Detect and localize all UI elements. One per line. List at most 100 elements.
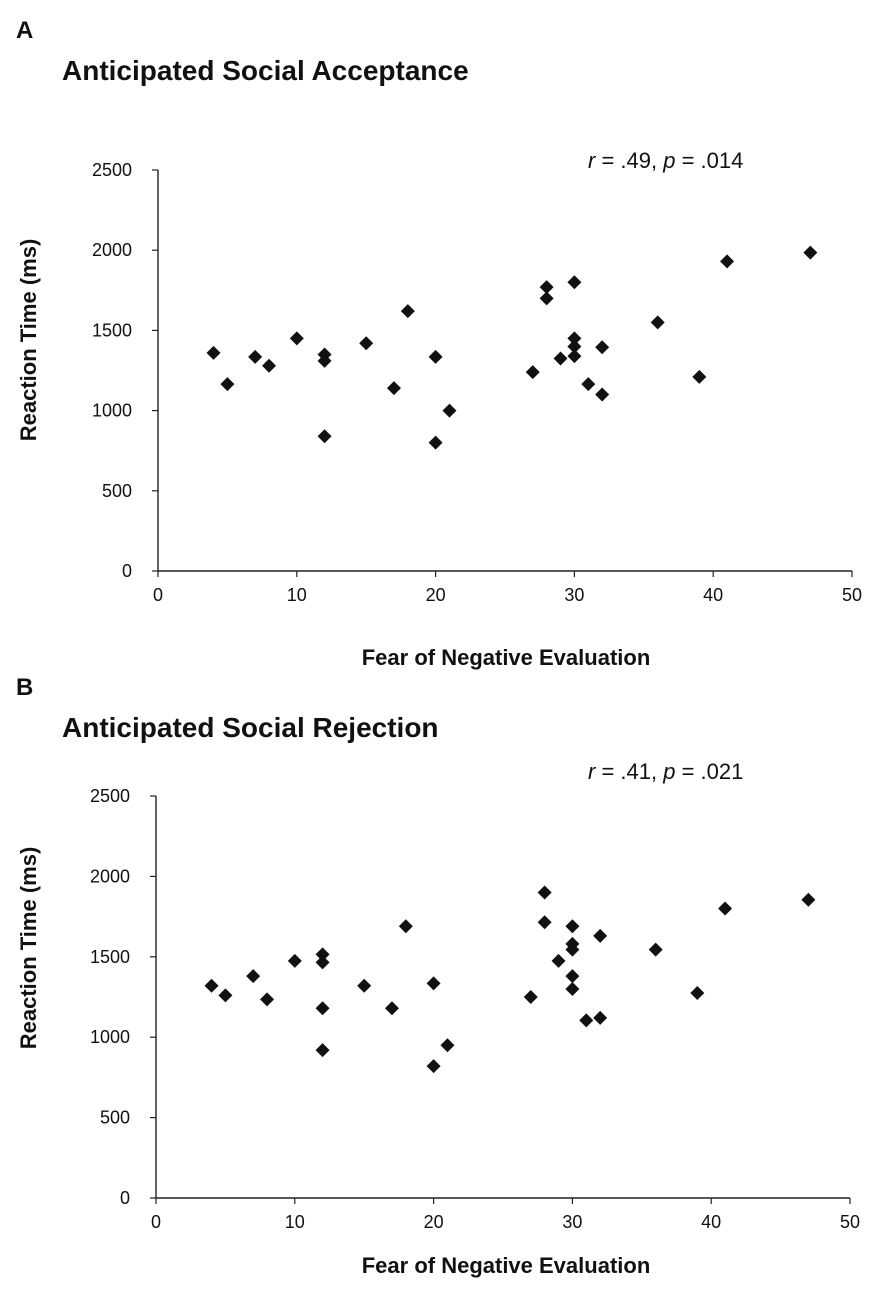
data-point-b [690, 985, 705, 1000]
y-tick-label-a: 2000 [92, 240, 132, 260]
data-point-a [359, 336, 374, 351]
data-point-b [565, 919, 580, 934]
data-point-a [692, 369, 707, 384]
y-tick-label-b: 2000 [90, 866, 130, 886]
data-point-b [315, 1001, 330, 1016]
p-value-a: = .014 [675, 148, 743, 173]
x-axis-label-a: Fear of Negative Evaluation [362, 645, 651, 670]
data-point-a [581, 377, 596, 392]
x-tick-label-a: 20 [426, 585, 446, 605]
data-point-a [248, 349, 263, 364]
panel-letter-b: B [16, 674, 33, 701]
y-tick-label-a: 2500 [92, 160, 132, 180]
data-point-a [720, 254, 735, 269]
data-point-b [357, 978, 372, 993]
correlation-annotation-b: r = .41, p = .021 [588, 759, 743, 784]
data-point-a [220, 377, 235, 392]
data-point-b [801, 892, 816, 907]
data-point-b [440, 1038, 455, 1053]
data-point-a [428, 349, 443, 364]
y-tick-label-a: 1000 [92, 401, 132, 421]
y-tick-label-b: 1000 [90, 1027, 130, 1047]
data-point-a [539, 280, 554, 295]
correlation-annotation-a: r = .49, p = .014 [588, 148, 743, 173]
data-point-a [553, 351, 568, 366]
p-value-b: = .021 [675, 759, 743, 784]
data-point-a [428, 435, 443, 450]
data-point-b [565, 981, 580, 996]
y-axis-label-a: Reaction Time (ms) [16, 239, 41, 442]
data-point-b [384, 1001, 399, 1016]
chart-title-b: Anticipated Social Rejection [62, 712, 439, 743]
y-tick-label-a: 0 [122, 561, 132, 581]
x-tick-label-b: 10 [285, 1212, 305, 1232]
data-point-a [567, 339, 582, 354]
data-point-a [803, 245, 818, 260]
plot-area-b: 0 500 1000 1500 2000 2500 0 10 20 30 40 50 [90, 786, 860, 1232]
data-point-b [426, 976, 441, 991]
data-point-b [426, 1059, 441, 1074]
r-value-b: = .41, [595, 759, 663, 784]
data-point-a [567, 349, 582, 364]
plot-area-a: 0 500 1000 1500 2000 2500 0 10 20 30 40 50 [92, 160, 862, 605]
data-point-b [565, 969, 580, 984]
y-tick-label-b: 2500 [90, 786, 130, 806]
panel-a: A Anticipated Social Acceptance r = .49,… [16, 17, 862, 670]
x-tick-label-a: 30 [564, 585, 584, 605]
panel-letter-a: A [16, 17, 33, 44]
data-point-a [386, 381, 401, 396]
data-point-b [523, 990, 538, 1004]
x-tick-label-b: 30 [562, 1212, 582, 1232]
data-point-a [262, 358, 277, 373]
p-symbol-b: p [662, 759, 675, 784]
data-point-b [648, 942, 663, 957]
data-point-a [206, 345, 221, 360]
y-tick-label-a: 500 [102, 481, 132, 501]
x-tick-label-b: 50 [840, 1212, 860, 1232]
x-tick-label-b: 20 [424, 1212, 444, 1232]
data-point-a [400, 304, 415, 319]
r-value-a: = .49, [595, 148, 663, 173]
data-point-a [442, 403, 457, 418]
data-point-a [567, 331, 582, 346]
data-point-a [595, 340, 610, 355]
data-point-a [650, 315, 665, 330]
r-symbol-b: r [588, 759, 597, 784]
data-point-a [317, 353, 332, 368]
y-tick-label-b: 1500 [90, 947, 130, 967]
y-tick-label-b: 0 [120, 1188, 130, 1208]
y-tick-label-a: 1500 [92, 320, 132, 340]
data-point-b [315, 1043, 330, 1058]
data-point-b [565, 942, 580, 957]
data-point-b [287, 953, 302, 968]
panel-b: B Anticipated Social Rejection r = .41, … [16, 674, 860, 1278]
data-point-b [551, 953, 566, 968]
data-point-b [218, 988, 233, 1003]
data-point-a [525, 365, 540, 380]
data-point-b [537, 885, 552, 900]
data-point-b [260, 992, 275, 1007]
x-tick-label-a: 50 [842, 585, 862, 605]
data-point-a [539, 291, 554, 306]
data-point-b [315, 947, 330, 962]
y-axis-label-b: Reaction Time (ms) [16, 847, 41, 1050]
data-point-b [246, 969, 261, 984]
data-point-a [317, 429, 332, 444]
chart-title-a: Anticipated Social Acceptance [62, 55, 469, 86]
x-tick-label-a: 40 [703, 585, 723, 605]
y-tick-label-b: 500 [100, 1108, 130, 1128]
data-point-b [204, 978, 219, 993]
x-tick-label-b: 40 [701, 1212, 721, 1232]
data-point-b [593, 928, 608, 943]
x-tick-label-a: 0 [153, 585, 163, 605]
data-point-b [398, 919, 413, 934]
data-point-b [579, 1013, 594, 1028]
data-point-a [567, 275, 582, 290]
data-point-b [718, 901, 733, 916]
x-tick-label-b: 0 [151, 1212, 161, 1232]
p-symbol-a: p [662, 148, 675, 173]
r-symbol-a: r [588, 148, 597, 173]
data-point-b [315, 955, 330, 970]
data-point-a [595, 387, 610, 402]
